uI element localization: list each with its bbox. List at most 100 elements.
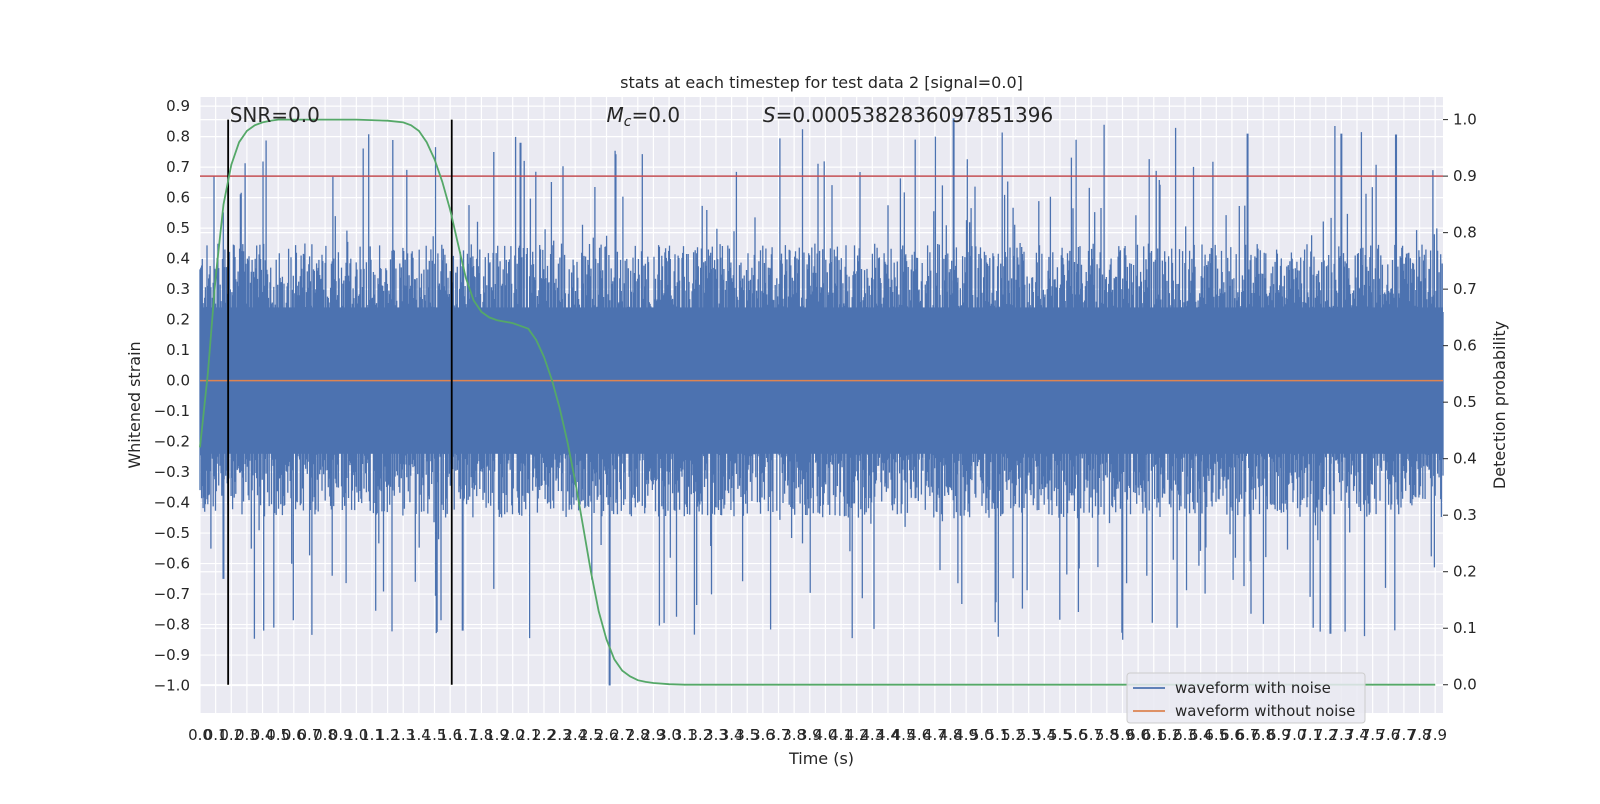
x-tick-label: 2.6 (595, 726, 619, 744)
x-tick-label: 5.8 (1095, 726, 1119, 744)
x-tick-label: 1.9 (485, 726, 509, 744)
x-tick-label: 0.7 (298, 726, 322, 744)
x-tick-label: 5.2 (1001, 726, 1025, 744)
y-tick-label: −0.2 (154, 433, 190, 451)
y-tick-label: −0.8 (154, 616, 190, 634)
x-tick-label: 6.9 (1267, 726, 1291, 744)
x-tick-label: 3.8 (782, 726, 806, 744)
statistic-annotation: S=0.0005382836097851396 (763, 103, 1053, 127)
x-tick-label: 1.4 (407, 726, 431, 744)
x-tick-label: 7.6 (1376, 726, 1400, 744)
y-tick-label: −0.6 (154, 555, 190, 573)
y-tick-label: 0.4 (166, 250, 190, 268)
x-tick-label: 1.5 (423, 726, 447, 744)
y-tick-label: 0.0 (166, 372, 190, 390)
statistic-symbol: S (763, 103, 776, 127)
x-tick-label: 5.0 (970, 726, 994, 744)
snr-annotation: SNR=0.0 (230, 103, 320, 127)
y-tick-label: −0.4 (154, 494, 190, 512)
y-right-tick-label: 0.7 (1453, 280, 1477, 298)
x-tick-label: 3.0 (657, 726, 681, 744)
x-tick-label: 6.5 (1204, 726, 1228, 744)
x-tick-label: 6.4 (1189, 726, 1213, 744)
x-tick-label: 2.4 (563, 726, 587, 744)
x-tick-label: 4.4 (876, 726, 900, 744)
x-tick-label: 3.6 (751, 726, 775, 744)
x-tick-label: 1.8 (470, 726, 494, 744)
x-tick-label: 0.1 (204, 726, 228, 744)
x-tick-label: 0.8 (313, 726, 337, 744)
y-tick-label: 0.8 (166, 128, 190, 146)
statistic-value: =0.0005382836097851396 (776, 103, 1054, 127)
chirp-mass-value: =0.0 (631, 103, 680, 127)
x-tick-label: 0.6 (282, 726, 306, 744)
x-tick-label: 3.1 (673, 726, 697, 744)
y-right-tick-label: 0.6 (1453, 337, 1477, 355)
x-tick-label: 3.2 (688, 726, 712, 744)
x-tick-label: 5.9 (1111, 726, 1135, 744)
x-tick-label: 7.0 (1283, 726, 1307, 744)
x-tick-label: 7.8 (1408, 726, 1432, 744)
x-tick-label: 7.2 (1314, 726, 1338, 744)
detection-probability-line (199, 118, 1436, 686)
legend-box (1126, 672, 1366, 724)
legend-entry: waveform with noise (1175, 679, 1331, 697)
x-tick-label: 0.5 (266, 726, 290, 744)
x-tick-label: 2.7 (610, 726, 634, 744)
y-tick-label: 0.5 (166, 219, 190, 237)
x-tick-label: 6.0 (1126, 726, 1150, 744)
x-tick-label: 0.3 (235, 726, 259, 744)
x-tick-label: 1.2 (376, 726, 400, 744)
x-tick-label: 1.6 (438, 726, 462, 744)
x-tick-label: 1.3 (391, 726, 415, 744)
y-axis-label: Whitened strain (125, 341, 144, 468)
x-tick-label: 5.7 (1079, 726, 1103, 744)
y-right-tick-label: 1.0 (1453, 111, 1477, 129)
x-tick-label: 7.4 (1345, 726, 1369, 744)
y-right-tick-label: 0.3 (1453, 506, 1477, 524)
y-right-tick-label: 0.4 (1453, 450, 1477, 468)
y-axis-right-label: Detection probability (1490, 321, 1509, 489)
y-tick-label: −0.1 (154, 402, 190, 420)
x-tick-label: 4.1 (829, 726, 853, 744)
y-tick-label: 0.9 (166, 97, 190, 115)
y-tick-label: 0.7 (166, 158, 190, 176)
legend-entry: waveform without noise (1175, 702, 1355, 720)
x-tick-label: 1.0 (344, 726, 368, 744)
x-axis-label: Time (s) (788, 749, 854, 768)
chirp-mass-symbol: M (607, 103, 624, 127)
x-tick-label: 5.1 (985, 726, 1009, 744)
x-tick-label: 1.1 (360, 726, 384, 744)
x-tick-label: 2.1 (516, 726, 540, 744)
y-right-tick-label: 0.1 (1453, 619, 1477, 637)
y-right-tick-label: 0.0 (1453, 676, 1477, 694)
x-tick-label: 6.3 (1173, 726, 1197, 744)
x-tick-label: 6.1 (1142, 726, 1166, 744)
x-tick-label: 6.8 (1251, 726, 1275, 744)
x-tick-label: 6.6 (1220, 726, 1244, 744)
x-tick-label: 0.2 (219, 726, 243, 744)
y-tick-label: 0.6 (166, 189, 190, 207)
x-tick-label: 4.6 (907, 726, 931, 744)
x-tick-label: 6.2 (1157, 726, 1181, 744)
x-tick-label: 4.7 (923, 726, 947, 744)
x-tick-label: 7.1 (1298, 726, 1322, 744)
y-tick-label: 0.1 (166, 341, 190, 359)
y-tick-label: 0.2 (166, 311, 190, 329)
x-tick-label: 4.0 (813, 726, 837, 744)
x-tick-label: 4.5 (892, 726, 916, 744)
overlay-lines (199, 118, 1443, 686)
x-tick-label: 5.6 (1064, 726, 1088, 744)
x-tick-label: 2.9 (641, 726, 665, 744)
x-tick-label: 3.4 (720, 726, 744, 744)
chirp-mass-subscript: c (624, 114, 632, 130)
y-tick-label: −0.3 (154, 463, 190, 481)
x-tick-label: 2.5 (579, 726, 603, 744)
x-tick-label: 3.9 (798, 726, 822, 744)
x-tick-label: 1.7 (454, 726, 478, 744)
x-tick-label: 2.2 (532, 726, 556, 744)
y-right-tick-label: 0.5 (1453, 393, 1477, 411)
x-tick-label: 4.8 (939, 726, 963, 744)
